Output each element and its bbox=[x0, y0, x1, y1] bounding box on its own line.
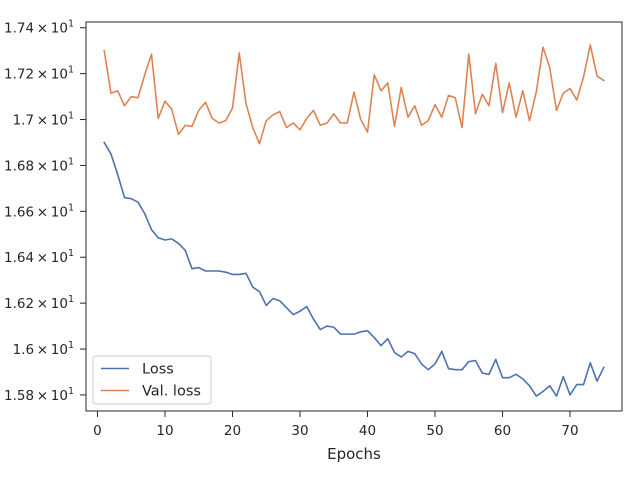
x-tick-label: 30 bbox=[291, 423, 308, 439]
x-tick-label: 70 bbox=[561, 423, 578, 439]
x-axis-label: Epochs bbox=[327, 445, 381, 463]
y-tick-label: 1.58 × 101 bbox=[4, 386, 74, 404]
y-tick-label: 1.6 × 101 bbox=[13, 340, 74, 358]
x-axis: 0 10 20 30 40 50 60 70 bbox=[93, 411, 579, 439]
series-line-loss bbox=[103, 141, 605, 397]
x-tick-label: 10 bbox=[156, 423, 173, 439]
plot-area: 0 10 20 30 40 50 60 70 1.58 × 101 1.6 × 101 1.62 … bbox=[4, 19, 623, 463]
y-axis: 1.58 × 101 1.6 × 101 1.62 × 101 1.64 × 101 1… bbox=[4, 19, 86, 404]
y-tick-label: 1.64 × 101 bbox=[4, 248, 74, 266]
x-tick-label: 50 bbox=[426, 423, 443, 439]
y-tick-label: 1.66 × 101 bbox=[4, 202, 74, 220]
y-tick-label: 1.7 × 101 bbox=[13, 111, 74, 129]
y-tick-label: 1.74 × 101 bbox=[4, 19, 74, 37]
y-tick-label: 1.72 × 101 bbox=[4, 65, 74, 83]
x-tick-label: 60 bbox=[494, 423, 511, 439]
y-tick-label: 1.62 × 101 bbox=[4, 294, 74, 312]
x-tick-label: 20 bbox=[224, 423, 241, 439]
series-layer bbox=[103, 44, 605, 397]
axes-frame bbox=[85, 21, 623, 412]
y-tick-label: 1.68 × 101 bbox=[4, 156, 74, 174]
legend: Loss Val. loss bbox=[92, 355, 212, 405]
x-tick-label: 0 bbox=[93, 423, 102, 439]
legend-label-val-loss: Val. loss bbox=[142, 384, 201, 400]
legend-label-loss: Loss bbox=[142, 362, 174, 378]
x-tick-label: 40 bbox=[359, 423, 376, 439]
series-line-val-loss bbox=[103, 44, 605, 145]
